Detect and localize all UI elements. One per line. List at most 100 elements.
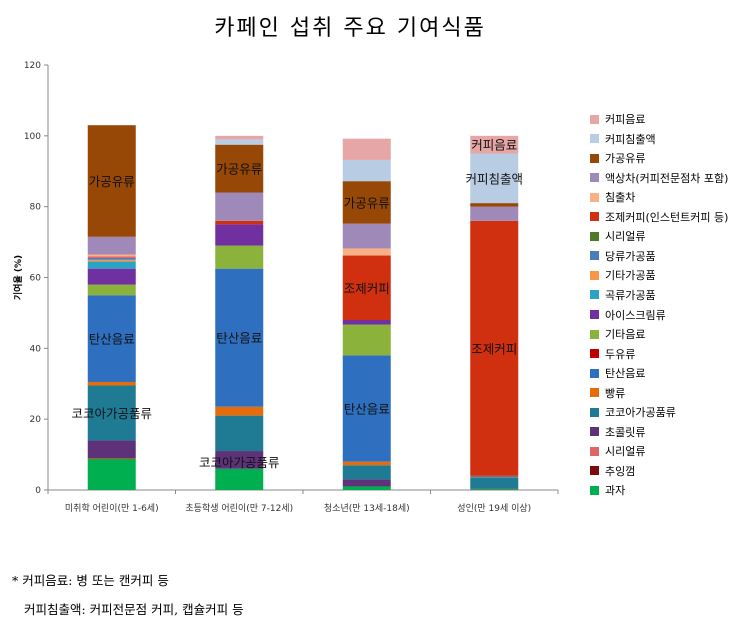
legend-swatch bbox=[590, 368, 599, 378]
bar-segment bbox=[342, 479, 391, 487]
bar-segment bbox=[215, 135, 264, 140]
legend-item: 추잉껌 bbox=[590, 463, 740, 479]
bar-segment bbox=[87, 459, 136, 490]
legend-swatch bbox=[590, 173, 599, 183]
legend-label: 당류가공품 bbox=[605, 249, 656, 263]
legend-item: 아이스크림류 bbox=[590, 307, 740, 323]
x-tick-label: 성인(만 19세 이상) bbox=[457, 503, 531, 514]
bar-segment bbox=[215, 268, 264, 407]
bar-segment bbox=[87, 261, 136, 269]
bar-annotation: 탄산음료 bbox=[344, 402, 390, 417]
bar-segment bbox=[215, 139, 264, 145]
legend-label: 초콜릿류 bbox=[605, 425, 646, 439]
bar-annotation: 코코아가공품류 bbox=[71, 406, 152, 421]
legend-item: 기타가공품 bbox=[590, 267, 740, 283]
legend-swatch bbox=[590, 349, 599, 359]
legend-label: 기타음료 bbox=[605, 328, 646, 342]
x-tick-label: 초등학생 어린이(만 7-12세) bbox=[185, 503, 293, 514]
legend-item: 커피음료 bbox=[590, 111, 740, 127]
legend-label: 침출차 bbox=[605, 191, 636, 205]
bar-segment bbox=[215, 220, 264, 225]
legend-item: 침출차 bbox=[590, 189, 740, 205]
bar-segment bbox=[470, 475, 519, 477]
bar-annotation: 조제커피 bbox=[344, 281, 390, 296]
footnote-coffee-drink: * 커피음료: 병 또는 캔커피 등 bbox=[12, 573, 169, 588]
legend-label: 액상차(커피전문점차 포함) bbox=[605, 171, 729, 185]
legend-item: 조제커피(인스턴트커피 등) bbox=[590, 209, 740, 225]
bar-segment bbox=[342, 255, 391, 320]
bar-annotation: 가공유류 bbox=[216, 162, 262, 177]
bar-segment bbox=[342, 181, 391, 224]
bar-segment bbox=[342, 138, 391, 160]
y-tick-label: 100 bbox=[24, 132, 41, 142]
y-axis-label: 기여율 (%) bbox=[12, 255, 24, 300]
bar-segment bbox=[215, 406, 264, 416]
chart-title: 카페인 섭취 주요 기여식품 bbox=[214, 16, 486, 41]
bar-annotation: 코코아가공품류 bbox=[199, 455, 280, 470]
bar-annotation: 커피침출액 bbox=[465, 171, 523, 186]
bar-segment bbox=[87, 254, 136, 257]
bar-annotation: 조제커피 bbox=[471, 341, 517, 356]
x-tick-label: 청소년(만 13세-18세) bbox=[324, 503, 410, 514]
y-tick-label: 40 bbox=[30, 344, 42, 354]
legend-item: 두유류 bbox=[590, 346, 740, 362]
legend-swatch bbox=[590, 329, 599, 339]
legend-label: 시리얼류 bbox=[605, 230, 646, 244]
bar-segment bbox=[215, 224, 264, 246]
legend-label: 빵류 bbox=[605, 386, 626, 400]
bar-segment bbox=[470, 488, 519, 489]
bar-segment bbox=[342, 486, 391, 490]
legend-label: 커피침출액 bbox=[605, 132, 656, 146]
legend-item: 빵류 bbox=[590, 385, 740, 401]
y-tick-label: 120 bbox=[24, 61, 41, 71]
legend-label: 추잉껌 bbox=[605, 464, 636, 478]
legend-label: 시리얼류 bbox=[605, 445, 646, 459]
legend-label: 코코아가공품류 bbox=[605, 406, 676, 420]
legend-item: 당류가공품 bbox=[590, 248, 740, 264]
legend-item: 과자 bbox=[590, 482, 740, 498]
bar-segment bbox=[342, 248, 391, 256]
bar-segment bbox=[342, 324, 391, 356]
legend-label: 커피음료 bbox=[605, 113, 646, 126]
bar-segment bbox=[342, 465, 391, 480]
bar-segment bbox=[87, 256, 136, 259]
bar-segment bbox=[470, 488, 519, 490]
bar-segment bbox=[87, 258, 136, 260]
legend-swatch bbox=[590, 446, 599, 456]
legend-label: 조제커피(인스턴트커피 등) bbox=[605, 210, 729, 224]
bar-segment bbox=[87, 259, 136, 262]
bar-segment bbox=[470, 135, 519, 154]
bar-segment bbox=[87, 295, 136, 382]
legend-swatch bbox=[590, 231, 599, 241]
legend-item: 탄산음료 bbox=[590, 365, 740, 381]
legend-item: 초콜릿류 bbox=[590, 424, 740, 440]
y-tick-label: 20 bbox=[30, 415, 42, 425]
bar-annotation: 커피음료 bbox=[471, 138, 517, 153]
x-tick-label: 미취학 어린이(만 1-6세) bbox=[65, 503, 159, 514]
legend-label: 곡류가공품 bbox=[605, 288, 656, 302]
legend-item: 시리얼류 bbox=[590, 228, 740, 244]
legend-item: 곡류가공품 bbox=[590, 287, 740, 303]
legend-label: 아이스크림류 bbox=[605, 308, 666, 322]
bar-segment bbox=[87, 381, 136, 386]
legend-swatch bbox=[590, 427, 599, 437]
y-tick-label: 60 bbox=[30, 274, 42, 284]
bar-segment bbox=[342, 223, 391, 249]
legend-swatch bbox=[590, 270, 599, 280]
bar-segment bbox=[470, 153, 519, 204]
bar-annotation: 탄산음료 bbox=[216, 331, 262, 346]
legend-swatch bbox=[590, 310, 599, 319]
y-tick-label: 0 bbox=[35, 486, 41, 496]
legend-label: 기타가공품 bbox=[605, 269, 656, 283]
legend-item: 가공유류 bbox=[590, 150, 740, 166]
bar-segment bbox=[342, 355, 391, 462]
bar-segment bbox=[470, 220, 519, 476]
legend-label: 가공유류 bbox=[605, 152, 646, 166]
legend-item: 시리얼류 bbox=[590, 443, 740, 459]
bar-segment bbox=[470, 477, 519, 489]
legend-swatch bbox=[590, 134, 599, 144]
bar-segment bbox=[342, 320, 391, 325]
legend-item: 코코아가공품류 bbox=[590, 404, 740, 420]
legend-swatch bbox=[590, 251, 599, 261]
bar-segment bbox=[87, 458, 136, 460]
